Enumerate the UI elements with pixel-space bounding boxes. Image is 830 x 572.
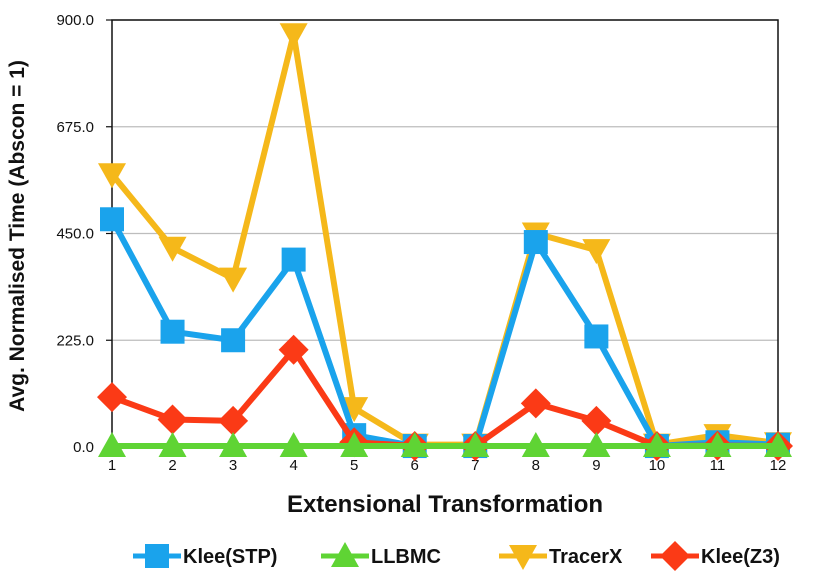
data-point-tracerx	[340, 397, 369, 423]
data-point-klee-stp	[221, 328, 246, 353]
data-point-klee-z3	[218, 405, 249, 436]
data-point-tracerx	[158, 236, 187, 262]
legend-label: LLBMC	[371, 546, 441, 568]
data-point-tracerx	[98, 163, 126, 189]
legend: Klee(STP) LLBMC TracerX Klee(Z3)	[133, 541, 780, 571]
x-tick-label: 6	[411, 457, 419, 474]
x-axis-title: Extensional Transformation	[287, 491, 603, 518]
data-point-llbmc	[98, 432, 126, 458]
legend-marker-klee-z3	[660, 541, 690, 571]
series-line-klee-z3	[109, 346, 781, 450]
y-axis-title: Avg. Normalised Time (Abscon = 1)	[6, 60, 29, 412]
series-llbmc	[98, 432, 792, 458]
y-tick-label: 450.0	[56, 226, 94, 243]
x-tick-label: 10	[649, 457, 666, 474]
legend-marker-tracerx	[509, 545, 537, 570]
data-point-llbmc	[582, 432, 611, 458]
x-tick-label: 3	[229, 457, 237, 474]
legend-item-klee-z3: Klee(Z3)	[651, 541, 780, 571]
data-point-tracerx	[219, 267, 248, 293]
data-point-llbmc	[703, 432, 732, 458]
data-point-klee-stp	[584, 324, 609, 349]
y-tick-label: 225.0	[56, 332, 94, 349]
data-point-tracerx	[582, 239, 611, 265]
data-point-klee-stp	[100, 207, 124, 232]
data-point-klee-z3	[97, 382, 127, 413]
series-tracerx	[98, 23, 792, 459]
y-axis-ticks: 0.0 225.0 450.0 675.0 900.0	[56, 12, 112, 456]
data-point-llbmc	[400, 432, 429, 458]
x-tick-label: 11	[710, 457, 726, 474]
data-point-klee-stp	[160, 319, 185, 344]
data-point-klee-stp	[523, 230, 548, 255]
data-point-tracerx	[279, 23, 308, 49]
data-point-klee-z3	[581, 405, 612, 436]
legend-marker-klee-stp	[145, 544, 169, 568]
legend-label: Klee(Z3)	[701, 546, 780, 568]
x-tick-label: 9	[592, 457, 600, 474]
y-tick-label: 675.0	[56, 119, 94, 136]
legend-marker-llbmc	[331, 542, 359, 567]
data-point-llbmc	[642, 432, 671, 458]
data-point-klee-z3	[157, 404, 188, 435]
x-tick-label: 1	[108, 457, 116, 474]
data-point-llbmc	[158, 432, 187, 458]
data-point-llbmc	[764, 432, 792, 458]
data-point-klee-stp	[281, 247, 306, 272]
legend-label: TracerX	[549, 546, 623, 568]
x-axis-ticks: 1 2 3 4 5 6 7 8 9 10 11 12	[108, 447, 787, 474]
data-point-klee-z3	[278, 334, 309, 365]
series-line-klee-stp	[109, 216, 781, 450]
grid-lines	[112, 19, 778, 448]
series-line-tracerx	[109, 31, 781, 448]
data-point-llbmc	[279, 432, 308, 458]
x-tick-label: 12	[770, 457, 787, 474]
legend-item-llbmc: LLBMC	[321, 542, 441, 568]
y-tick-label: 900.0	[56, 12, 94, 29]
x-tick-label: 5	[350, 457, 358, 474]
legend-label: Klee(STP)	[183, 546, 277, 568]
data-point-llbmc	[461, 432, 490, 458]
x-tick-label: 8	[532, 457, 540, 474]
data-point-llbmc	[521, 432, 550, 458]
data-point-klee-z3	[520, 388, 551, 419]
y-tick-label: 0.0	[73, 439, 94, 456]
data-point-llbmc	[340, 432, 369, 458]
x-tick-label: 2	[168, 457, 176, 474]
data-point-llbmc	[219, 432, 248, 458]
x-tick-label: 7	[471, 457, 479, 474]
legend-item-klee-stp: Klee(STP)	[133, 544, 277, 568]
series-layer	[97, 23, 793, 462]
x-tick-label: 4	[289, 457, 297, 474]
legend-item-tracerx: TracerX	[499, 545, 623, 570]
